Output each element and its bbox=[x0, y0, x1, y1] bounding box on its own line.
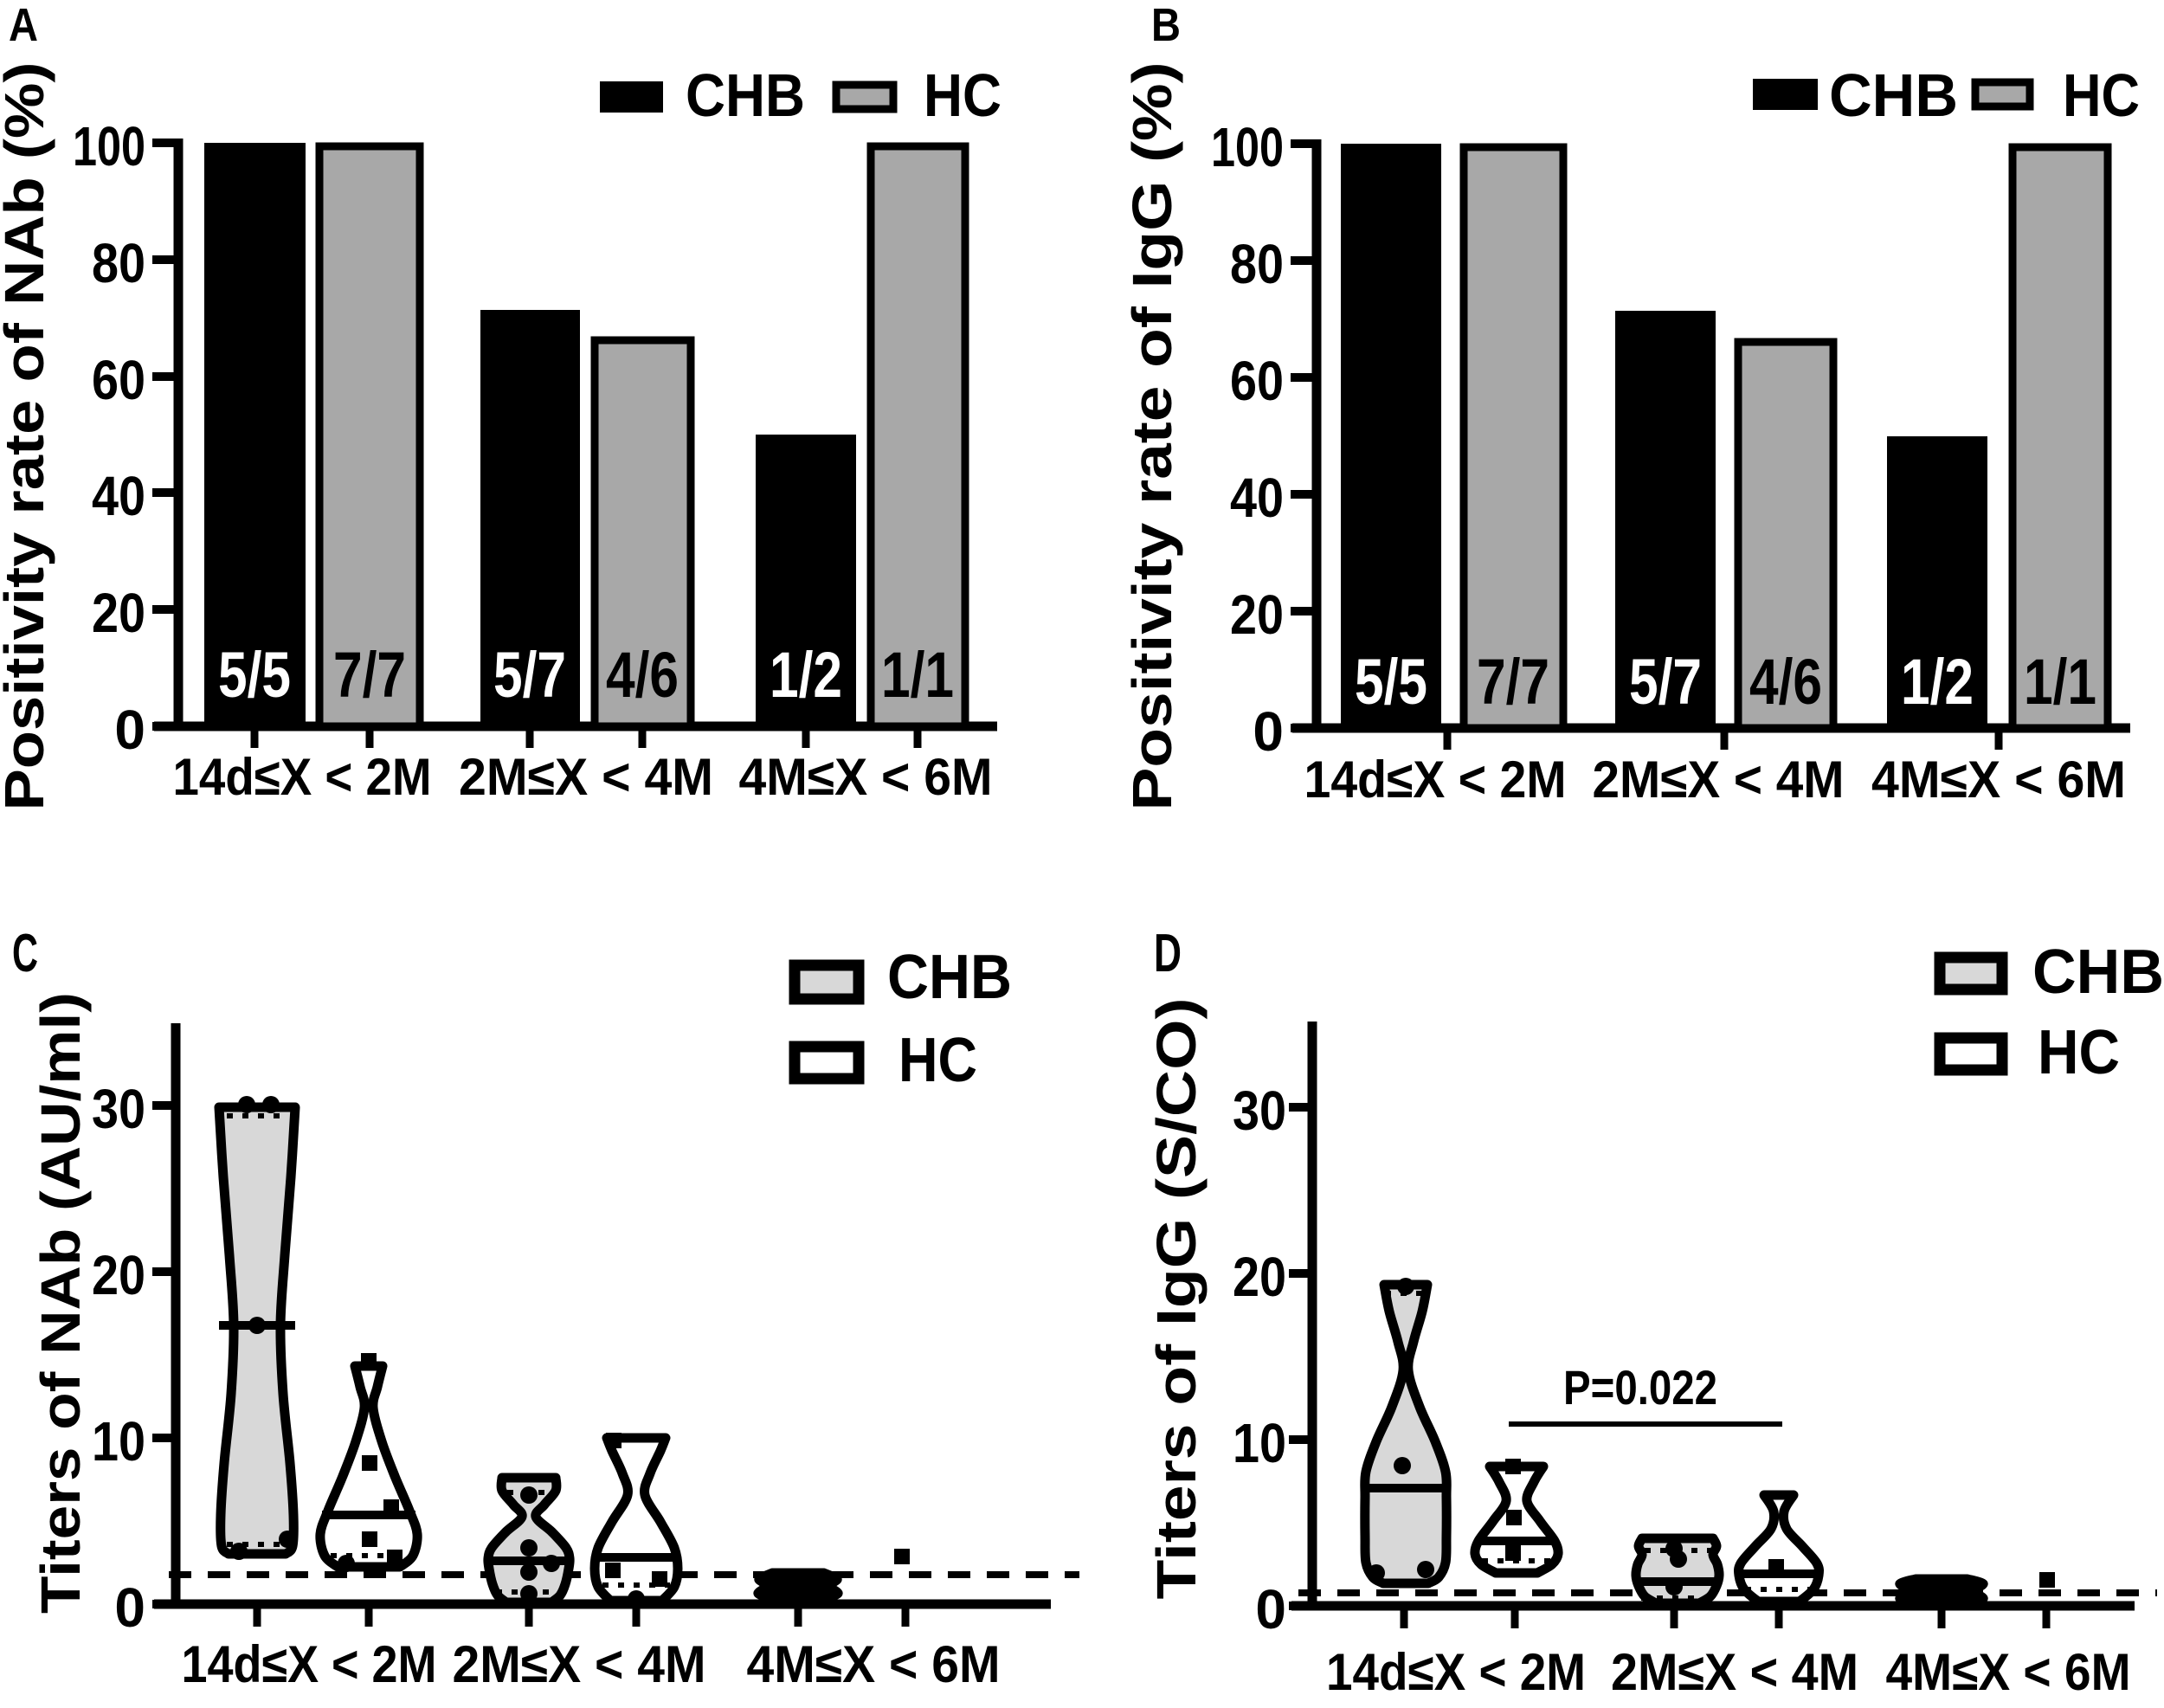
svg-text:1/2: 1/2 bbox=[1901, 646, 1974, 718]
svg-text:4M≤X < 6M: 4M≤X < 6M bbox=[1886, 1643, 2131, 1701]
svg-text:14d≤X < 2M: 14d≤X < 2M bbox=[173, 748, 432, 806]
svg-text:2M≤X < 4M: 2M≤X < 4M bbox=[453, 1635, 706, 1693]
svg-text:CHB: CHB bbox=[2032, 938, 2164, 1007]
svg-text:20: 20 bbox=[1230, 583, 1284, 646]
svg-text:1/2: 1/2 bbox=[770, 639, 842, 711]
svg-text:Positivity rate of IgG (%): Positivity rate of IgG (%) bbox=[1121, 62, 1183, 811]
svg-text:60: 60 bbox=[92, 349, 145, 411]
svg-text:2M≤X < 4M: 2M≤X < 4M bbox=[1611, 1643, 1858, 1701]
svg-text:0: 0 bbox=[114, 1576, 145, 1639]
svg-text:HC: HC bbox=[2038, 1018, 2120, 1087]
svg-text:5/5: 5/5 bbox=[218, 639, 291, 711]
svg-text:2M≤X < 4M: 2M≤X < 4M bbox=[459, 748, 713, 806]
svg-text:P=0.022: P=0.022 bbox=[1563, 1360, 1717, 1415]
svg-text:B: B bbox=[1151, 0, 1181, 51]
svg-text:40: 40 bbox=[92, 465, 145, 527]
svg-text:5/5: 5/5 bbox=[1355, 646, 1427, 718]
svg-text:10: 10 bbox=[1233, 1412, 1286, 1474]
svg-text:2M≤X < 4M: 2M≤X < 4M bbox=[1593, 751, 1845, 809]
svg-text:4/6: 4/6 bbox=[1749, 646, 1822, 718]
svg-text:Titers of NAb (AU/ml): Titers of NAb (AU/ml) bbox=[29, 992, 92, 1614]
svg-text:40: 40 bbox=[1230, 467, 1284, 529]
svg-text:4M≤X < 6M: 4M≤X < 6M bbox=[747, 1635, 1001, 1693]
svg-text:4M≤X < 6M: 4M≤X < 6M bbox=[739, 748, 993, 806]
svg-text:0: 0 bbox=[1255, 1578, 1286, 1640]
svg-text:30: 30 bbox=[1233, 1080, 1286, 1142]
svg-text:14d≤X < 2M: 14d≤X < 2M bbox=[1326, 1643, 1586, 1701]
svg-text:HC: HC bbox=[924, 61, 1001, 129]
svg-text:80: 80 bbox=[92, 232, 145, 294]
svg-text:0: 0 bbox=[114, 699, 145, 761]
svg-text:1/1: 1/1 bbox=[2024, 646, 2096, 718]
svg-text:4/6: 4/6 bbox=[606, 639, 679, 711]
svg-text:14d≤X < 2M: 14d≤X < 2M bbox=[1304, 751, 1567, 809]
svg-text:20: 20 bbox=[92, 582, 145, 644]
svg-text:7/7: 7/7 bbox=[1477, 646, 1549, 718]
svg-text:0: 0 bbox=[1253, 700, 1284, 763]
svg-text:100: 100 bbox=[73, 115, 145, 177]
svg-text:CHB: CHB bbox=[1829, 61, 1958, 129]
svg-text:Titers of IgG (S/CO): Titers of IgG (S/CO) bbox=[1145, 998, 1208, 1600]
svg-text:HC: HC bbox=[898, 1026, 977, 1095]
svg-text:80: 80 bbox=[1230, 233, 1284, 295]
svg-text:CHB: CHB bbox=[887, 943, 1012, 1012]
svg-text:4M≤X < 6M: 4M≤X < 6M bbox=[1871, 751, 2126, 809]
svg-text:CHB: CHB bbox=[686, 61, 805, 129]
svg-text:5/7: 5/7 bbox=[1629, 646, 1702, 718]
svg-text:Positivity rate of NAb (%): Positivity rate of NAb (%) bbox=[0, 61, 55, 810]
svg-text:100: 100 bbox=[1211, 116, 1284, 178]
svg-text:HC: HC bbox=[2063, 61, 2140, 129]
svg-text:5/7: 5/7 bbox=[493, 639, 566, 711]
svg-text:30: 30 bbox=[92, 1078, 145, 1140]
svg-text:14d≤X < 2M: 14d≤X < 2M bbox=[182, 1635, 437, 1693]
svg-text:A: A bbox=[9, 0, 38, 51]
svg-text:C: C bbox=[12, 924, 38, 983]
svg-text:10: 10 bbox=[92, 1410, 145, 1473]
svg-text:20: 20 bbox=[92, 1244, 145, 1306]
svg-text:20: 20 bbox=[1233, 1246, 1286, 1308]
svg-text:D: D bbox=[1154, 924, 1182, 983]
svg-text:1/1: 1/1 bbox=[881, 639, 954, 711]
svg-text:7/7: 7/7 bbox=[333, 639, 406, 711]
svg-text:60: 60 bbox=[1230, 350, 1284, 412]
